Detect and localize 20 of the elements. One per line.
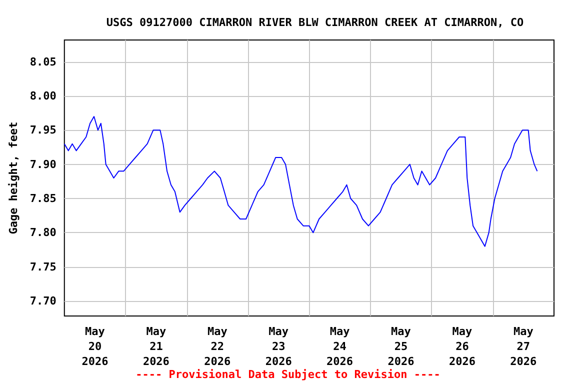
y-tick-label: 7.75 [30,260,56,274]
text: ---- Provisional Data Subject to Revision ---- [136,368,440,381]
y-axis-title: Gage height, feet [7,122,20,234]
x-tick-label: May 23 2026 [265,325,292,368]
y-tick-label: 8.05 [30,55,56,68]
y-tick-label: 7.80 [30,226,56,240]
x-tick-label: May 24 2026 [326,325,354,368]
x-tick-label: May 25 2026 [388,325,415,368]
x-tick-label: May 26 2026 [448,325,476,368]
x-tick-label: May 27 2026 [510,325,538,368]
line-series [64,116,538,247]
y-tick-label: 7.70 [30,294,56,308]
x-tick-label: May 20 2026 [82,325,109,368]
y-tick-label: 7.85 [30,192,56,205]
x-tick-label: May 22 2026 [204,325,232,368]
y-tick-label: 7.90 [30,158,56,171]
chart-title: USGS 09127000 CIMARRON RIVER BLW CIMARRON CREEK AT CIMARRON, CO [106,16,524,29]
y-tick-label: 8.00 [30,90,56,103]
x-tick-label: May 21 2026 [142,325,170,368]
y-tick-label: 7.95 [30,124,56,137]
